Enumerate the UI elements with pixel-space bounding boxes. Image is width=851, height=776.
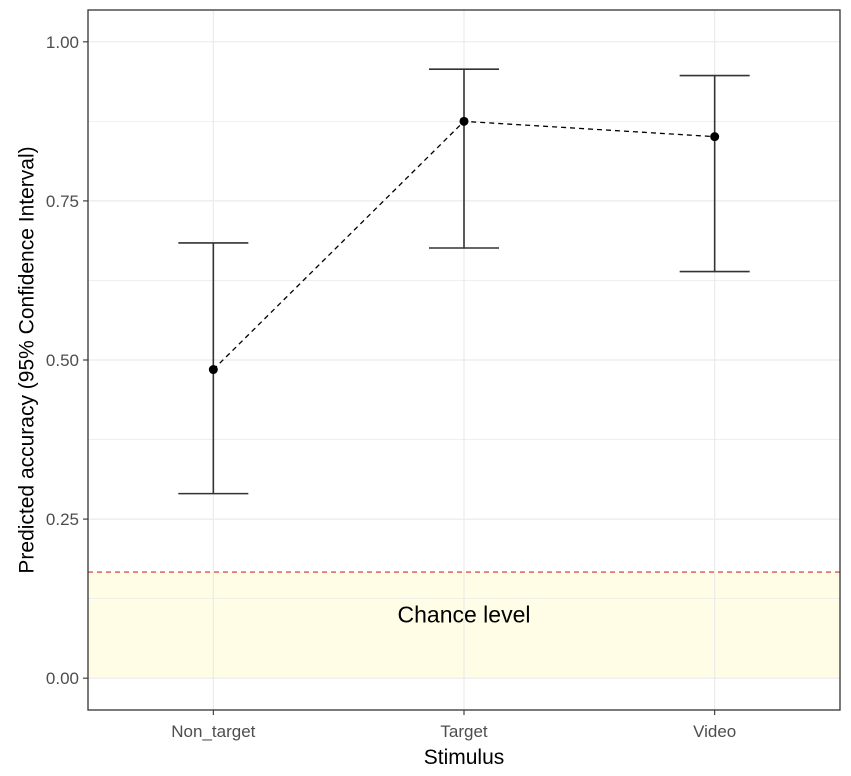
y-tick-label: 0.75 bbox=[46, 192, 79, 211]
data-point bbox=[459, 116, 469, 126]
point-layer bbox=[208, 116, 720, 375]
x-tick-label: Non_target bbox=[171, 722, 255, 741]
data-point bbox=[208, 365, 218, 375]
x-tick-label: Video bbox=[693, 722, 736, 741]
chance-level-annotation: Chance level bbox=[398, 602, 531, 628]
y-tick-label: 0.00 bbox=[46, 669, 79, 688]
y-tick-label: 0.25 bbox=[46, 510, 79, 529]
x-tick-label: Target bbox=[440, 722, 488, 741]
y-tick-label: 0.50 bbox=[46, 351, 79, 370]
y-axis-ticks: 0.00 0.25 0.50 0.75 1.00 bbox=[46, 33, 88, 688]
annotation-layer: Chance level bbox=[398, 602, 531, 628]
y-tick-label: 1.00 bbox=[46, 33, 79, 52]
y-axis-title: Predicted accuracy (95% Confidence Inter… bbox=[16, 146, 39, 573]
x-axis-ticks: Non_target Target Video bbox=[171, 710, 736, 741]
data-point bbox=[710, 132, 720, 142]
x-axis-title: Stimulus bbox=[424, 746, 505, 769]
